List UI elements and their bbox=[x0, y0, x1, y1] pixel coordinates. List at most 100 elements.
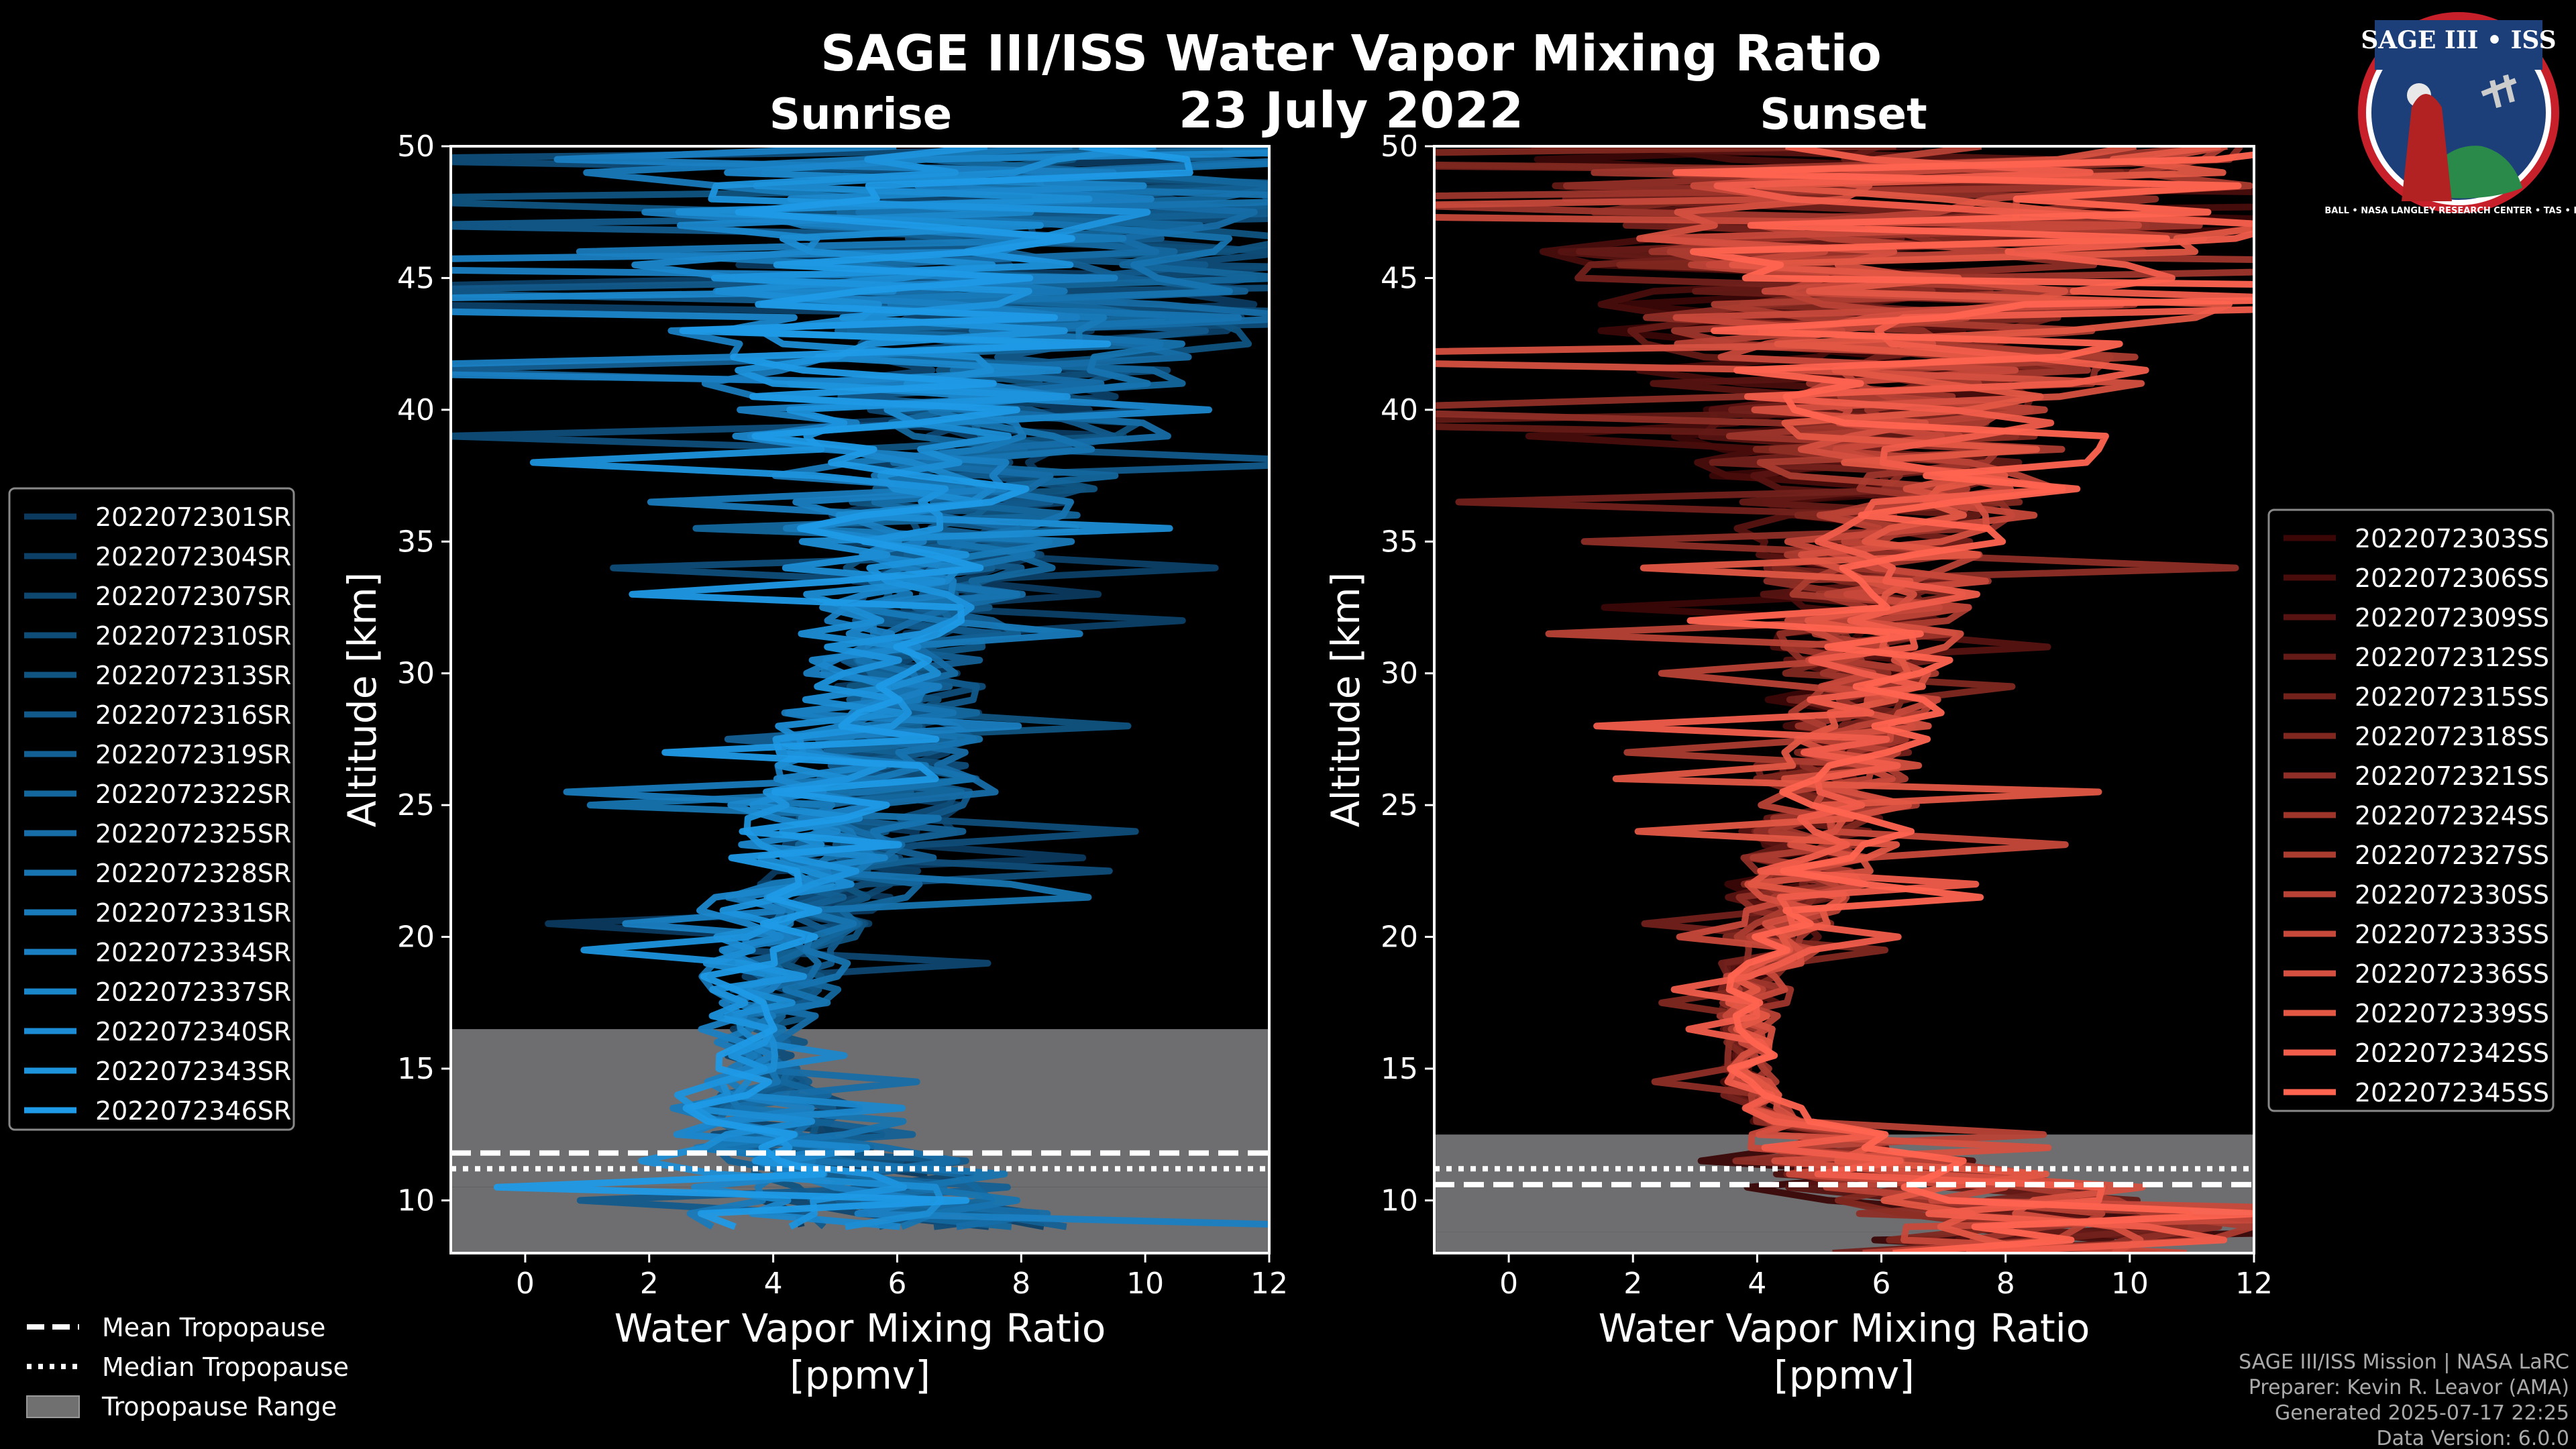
legend-label-2022072340SR: 2022072340SR bbox=[95, 1017, 291, 1046]
x-tick-label: 4 bbox=[764, 1267, 783, 1301]
legend-label-2022072337SR: 2022072337SR bbox=[95, 977, 291, 1007]
series-line-2022072343SR bbox=[529, 146, 1151, 1230]
x-tick-label: 10 bbox=[1126, 1267, 1164, 1301]
sunrise-legend-box bbox=[8, 487, 295, 1131]
tropopause-range-label: Tropopause Range bbox=[101, 1392, 337, 1421]
legend-label-2022072342SS: 2022072342SS bbox=[2355, 1038, 2549, 1068]
series-line-2022072324SS bbox=[1434, 146, 2254, 1253]
median-tropopause-label: Median Tropopause bbox=[102, 1352, 349, 1382]
tropopause-range-swatch bbox=[26, 1395, 80, 1418]
legend-label-2022072316SR: 2022072316SR bbox=[95, 700, 291, 730]
tropopause-legend: Mean Tropopause Median Tropopause Tropop… bbox=[26, 1313, 349, 1421]
x-tick-label: 0 bbox=[1499, 1267, 1518, 1301]
credit-version: Data Version: 6.0.0 bbox=[2377, 1427, 2569, 1449]
logo-iss-icon bbox=[2481, 74, 2517, 108]
y-tick-label: 40 bbox=[1381, 393, 1418, 427]
sunrise-panel: 0 2 4 6 8 10 12 10 15 20 25 30 35 40 45 50 Altitude [km… bbox=[339, 129, 1288, 1398]
y-tick-label: 50 bbox=[1381, 129, 1418, 164]
credit-mission: SAGE III/ISS Mission | NASA LaRC bbox=[2239, 1350, 2569, 1374]
logo-title: SAGE III • ISS bbox=[2361, 26, 2556, 54]
y-tick-label: 50 bbox=[397, 129, 435, 164]
legend-label-2022072307SR: 2022072307SR bbox=[95, 582, 291, 611]
legend-label-2022072334SR: 2022072334SR bbox=[95, 938, 291, 967]
sunset-xlabel-line2: [ppmv] bbox=[1774, 1352, 1915, 1398]
legend-label-2022072330SS: 2022072330SS bbox=[2355, 880, 2549, 910]
legend-label-2022072319SR: 2022072319SR bbox=[95, 740, 291, 769]
y-tick-label: 20 bbox=[1381, 920, 1418, 955]
credit-generated: Generated 2025-07-17 22:25 bbox=[2275, 1401, 2569, 1425]
y-tick-label: 20 bbox=[397, 920, 435, 955]
y-tick-label: 45 bbox=[1381, 261, 1418, 295]
legend-label-2022072328SR: 2022072328SR bbox=[95, 859, 291, 888]
credit-preparer: Preparer: Kevin R. Leavor (AMA) bbox=[2249, 1376, 2569, 1399]
sunset-ylabel: Altitude [km] bbox=[1323, 572, 1368, 827]
sunrise-legend: 2022072301SR 2022072304SR 2022072307SR 2022… bbox=[8, 487, 295, 1131]
y-tick-label: 30 bbox=[1381, 657, 1418, 691]
x-tick-label: 12 bbox=[1250, 1267, 1288, 1301]
y-tick-label: 40 bbox=[397, 393, 435, 427]
legend-label-2022072321SS: 2022072321SS bbox=[2355, 761, 2549, 791]
chart-date: 23 July 2022 bbox=[1179, 82, 1523, 140]
legend-label-2022072303SS: 2022072303SS bbox=[2355, 524, 2549, 553]
legend-label-2022072343SR: 2022072343SR bbox=[95, 1057, 291, 1086]
legend-label-2022072306SS: 2022072306SS bbox=[2355, 564, 2549, 593]
sunrise-xlabel-line1: Water Vapor Mixing Ratio bbox=[614, 1305, 1106, 1351]
legend-label-2022072345SS: 2022072345SS bbox=[2355, 1078, 2549, 1108]
sunrise-plot-frame bbox=[449, 145, 1271, 1254]
sunset-xlabel-line1: Water Vapor Mixing Ratio bbox=[1599, 1305, 2090, 1351]
logo-ring-text: BALL • NASA LANGLEY RESEARCH CENTER • TA… bbox=[2324, 206, 2576, 216]
x-tick-label: 2 bbox=[640, 1267, 659, 1301]
x-tick-label: 2 bbox=[1623, 1267, 1642, 1301]
sunrise-xlabel-line2: [ppmv] bbox=[790, 1352, 930, 1398]
legend-label-2022072339SS: 2022072339SS bbox=[2355, 999, 2549, 1028]
legend-label-2022072331SR: 2022072331SR bbox=[95, 898, 291, 928]
credits: SAGE III/ISS Mission | NASA LaRC Prepare… bbox=[2239, 1350, 2569, 1449]
series-line-2022072346SR bbox=[493, 146, 1193, 1230]
legend-label-2022072324SS: 2022072324SS bbox=[2355, 801, 2549, 830]
legend-label-2022072327SS: 2022072327SS bbox=[2355, 841, 2549, 870]
sage-mission-logo: SAGE III • ISS BALL • NASA LANGLEY RESEA… bbox=[2324, 12, 2576, 216]
sunset-legend: 2022072303SS 2022072306SS 2022072309SS 2022… bbox=[2267, 508, 2555, 1112]
legend-label-2022072310SR: 2022072310SR bbox=[95, 621, 291, 651]
y-tick-label: 15 bbox=[1381, 1052, 1418, 1086]
x-tick-label: 10 bbox=[2111, 1267, 2149, 1301]
x-tick-label: 12 bbox=[2235, 1267, 2273, 1301]
series-line-2022072345SS bbox=[1672, 151, 2254, 1253]
y-tick-label: 45 bbox=[397, 261, 435, 295]
sunset-plot-frame bbox=[1433, 145, 2255, 1254]
y-tick-label: 30 bbox=[397, 657, 435, 691]
y-tick-label: 25 bbox=[397, 788, 435, 822]
y-tick-label: 35 bbox=[397, 525, 435, 559]
sunrise-ylabel: Altitude [km] bbox=[339, 572, 385, 827]
legend-label-2022072322SR: 2022072322SR bbox=[95, 780, 291, 809]
mean-tropopause-label: Mean Tropopause bbox=[102, 1313, 325, 1342]
legend-label-2022072315SS: 2022072315SS bbox=[2355, 682, 2549, 712]
legend-label-2022072336SS: 2022072336SS bbox=[2355, 959, 2549, 989]
x-tick-label: 8 bbox=[1996, 1267, 2015, 1301]
y-tick-label: 15 bbox=[397, 1052, 435, 1086]
legend-label-2022072313SR: 2022072313SR bbox=[95, 661, 291, 690]
y-tick-label: 35 bbox=[1381, 525, 1418, 559]
sunset-panel: 0 2 4 6 8 10 12 10 15 20 25 30 35 40 45 50 Altitude [km… bbox=[1323, 129, 2273, 1398]
legend-label-2022072309SS: 2022072309SS bbox=[2355, 603, 2549, 633]
x-tick-label: 0 bbox=[516, 1267, 535, 1301]
x-tick-label: 8 bbox=[1012, 1267, 1030, 1301]
sunset-legend-box bbox=[2267, 508, 2555, 1112]
y-tick-label: 10 bbox=[397, 1183, 435, 1218]
sunset-subtitle: Sunset bbox=[1760, 90, 1927, 140]
legend-label-2022072346SR: 2022072346SR bbox=[95, 1096, 291, 1126]
chart-title: SAGE III/ISS Water Vapor Mixing Ratio bbox=[820, 25, 1882, 83]
legend-label-2022072318SS: 2022072318SS bbox=[2355, 722, 2549, 751]
y-tick-label: 10 bbox=[1381, 1183, 1418, 1218]
legend-label-2022072301SR: 2022072301SR bbox=[95, 502, 291, 532]
legend-label-2022072304SR: 2022072304SR bbox=[95, 542, 291, 572]
x-tick-label: 6 bbox=[1872, 1267, 1891, 1301]
x-tick-label: 6 bbox=[888, 1267, 906, 1301]
sunrise-subtitle: Sunrise bbox=[769, 90, 952, 140]
logo-figure-icon bbox=[2402, 94, 2452, 201]
legend-label-2022072312SS: 2022072312SS bbox=[2355, 643, 2549, 672]
legend-label-2022072333SS: 2022072333SS bbox=[2355, 920, 2549, 949]
x-tick-label: 4 bbox=[1748, 1267, 1766, 1301]
legend-label-2022072325SR: 2022072325SR bbox=[95, 819, 291, 849]
